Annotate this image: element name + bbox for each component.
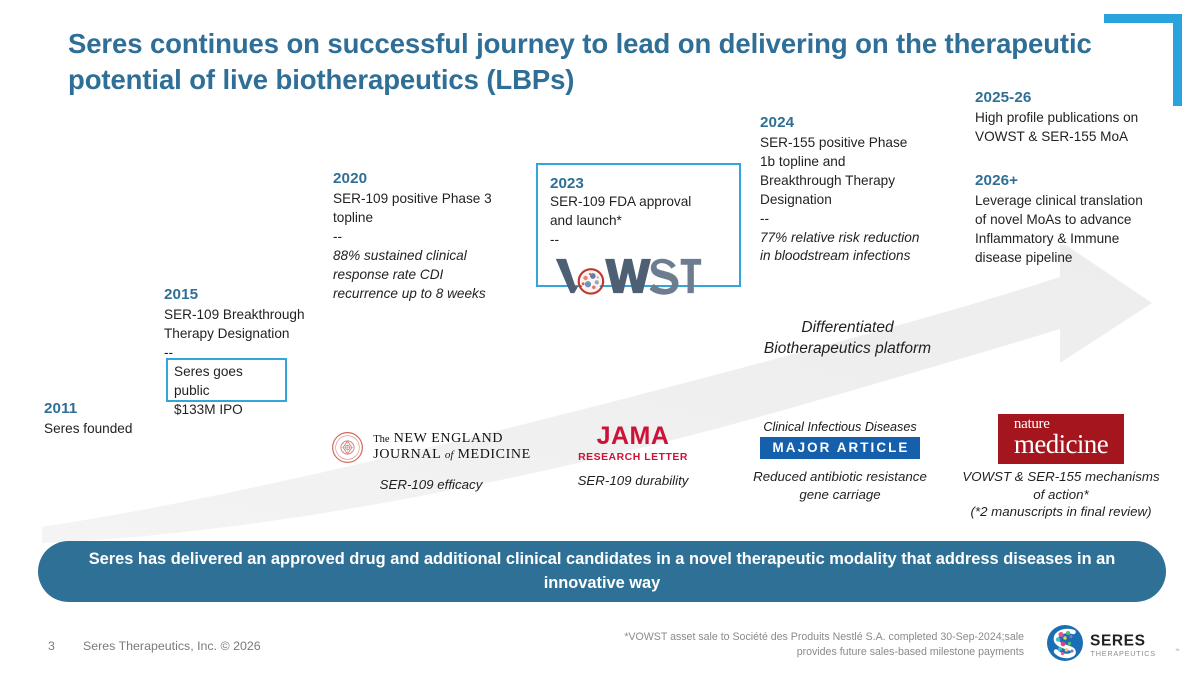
milestone-line: Designation xyxy=(760,191,832,207)
milestone-line: SER-155 positive Phase xyxy=(760,135,908,151)
milestone-line: Breakthrough Therapy xyxy=(760,172,896,188)
platform-label-line1: Differentiated xyxy=(801,319,894,336)
milestone-2025-26: 2025-26 High profile publications on VOW… xyxy=(975,87,1175,147)
milestone-year: 2025-26 xyxy=(975,89,1032,106)
nejm-logo: The The NEW ENGLANDNEW ENGLAND JOURNAL o… xyxy=(315,424,547,470)
milestone-year: 2011 xyxy=(44,400,78,417)
bracket-vertical-bar xyxy=(1173,14,1182,106)
milestone-2024: 2024 SER-155 positive Phase 1b topline a… xyxy=(760,112,950,266)
milestone-line: disease pipeline xyxy=(975,249,1073,265)
milestone-line: topline xyxy=(333,210,374,226)
page-number: 3 xyxy=(48,639,55,653)
milestone-2023: 2023 SER-109 FDA approval and launch* -- xyxy=(536,163,741,295)
milestone-line: High profile publications on xyxy=(975,110,1139,126)
medicine-wordmark: medicine xyxy=(1013,429,1109,460)
jama-wordmark: JAMA xyxy=(596,421,670,450)
publication-nejm: The The NEW ENGLANDNEW ENGLAND JOURNAL o… xyxy=(315,424,547,494)
publication-caption: VOWST & SER-155 mechanisms of action* (*… xyxy=(950,468,1172,521)
callout-line: Seres goes public xyxy=(174,364,243,398)
milestone-line: Seres founded xyxy=(44,421,133,437)
milestone-2015: 2015 SER-109 Breakthrough Therapy Design… xyxy=(164,284,336,363)
milestone-detail-line: recurrence up to 8 weeks xyxy=(333,285,486,301)
callout-line: $133M IPO xyxy=(174,401,243,417)
milestone-2020: 2020 SER-109 positive Phase 3 topline --… xyxy=(333,168,523,303)
caption-line: VOWST & SER-155 mechanisms xyxy=(962,469,1160,484)
seres-wordmark: SERES xyxy=(1090,633,1146,650)
timeline-arrow-graphic xyxy=(42,245,1152,543)
publication-caption: Reduced antibiotic resistance gene carri… xyxy=(742,468,938,503)
milestone-detail-line: 77% relative risk reduction xyxy=(760,229,920,245)
platform-label-line2: Biotherapeutics platform xyxy=(763,340,932,358)
jama-subtitle: RESEARCH LETTER xyxy=(578,451,688,463)
milestone-year: 2015 xyxy=(164,286,199,303)
caption-line: (*2 manuscripts in final review) xyxy=(970,504,1152,520)
seres-tagline: THERAPEUTICS xyxy=(1091,649,1156,658)
nature-wordmark: nature xyxy=(1013,416,1050,433)
publication-caption: SER-109 durability xyxy=(577,473,689,488)
milestone-line: of novel MoAs to advance xyxy=(975,212,1132,228)
nejm-name-line2: JOURNAL of MEDICINE xyxy=(373,447,531,462)
milestone-year: 2026+ xyxy=(975,172,1019,189)
milestone-line: and launch* xyxy=(550,212,622,228)
jama-logo: JAMA RESEARCH LETTER xyxy=(560,420,706,466)
milestone-separator: -- xyxy=(164,344,174,360)
milestone-line: VOWST & SER-155 MoA xyxy=(975,129,1129,145)
cid-journal-name: Clinical Infectious Diseases xyxy=(763,419,917,434)
footnote-text: *VOWST asset sale to Société des Produit… xyxy=(624,631,1024,659)
seres-logo: SERES THERAPEUTICS ™ xyxy=(1047,625,1180,661)
milestone-detail-line: response rate CDI xyxy=(333,266,444,282)
publication-jama: JAMA RESEARCH LETTER SER-109 durability xyxy=(560,420,706,490)
milestone-detail-line: in bloodstream infections xyxy=(760,248,911,264)
nature-medicine-logo: nature medicine xyxy=(950,414,1172,464)
milestone-line: Leverage clinical translation xyxy=(975,193,1143,209)
page-title: Seres continues on successful journey to… xyxy=(68,28,1092,96)
nejm-name-line1: The The NEW ENGLANDNEW ENGLAND xyxy=(373,431,504,447)
callout-box-ipo: Seres goes public $133M IPO xyxy=(166,358,287,417)
summary-banner: Seres has delivered an approved drug and… xyxy=(38,541,1166,602)
milestone-separator: -- xyxy=(760,210,770,226)
milestone-2026-plus: 2026+ Leverage clinical translation of n… xyxy=(975,170,1175,268)
publication-caption: SER-109 efficacy xyxy=(379,477,483,492)
bracket-horizontal-bar xyxy=(1104,14,1178,23)
trademark-symbol: ™ xyxy=(1175,648,1180,653)
copyright-text: Seres Therapeutics, Inc. © 2026 xyxy=(83,639,261,653)
vowst-logo: ™ xyxy=(555,258,702,295)
milestone-2011: 2011 Seres founded xyxy=(44,398,234,439)
publication-cid: Clinical Infectious Diseases MAJOR ARTIC… xyxy=(742,416,938,503)
corner-bracket-decoration xyxy=(1104,14,1182,106)
caption-line: of action* xyxy=(1033,486,1089,502)
svg-text:™: ™ xyxy=(695,261,700,267)
caption-line: gene carriage xyxy=(799,486,881,502)
caption-line: Reduced antibiotic resistance xyxy=(753,469,927,484)
platform-label: Differentiated Biotherapeutics platform xyxy=(730,317,965,360)
milestone-detail-line: 88% sustained clinical xyxy=(333,247,467,263)
milestone-line: 1b topline and xyxy=(760,154,846,170)
milestone-year: 2020 xyxy=(333,170,368,187)
cid-logo: Clinical Infectious Diseases MAJOR ARTIC… xyxy=(742,416,938,462)
milestone-year: 2024 xyxy=(760,114,795,131)
milestone-line: Inflammatory & Immune xyxy=(975,230,1120,246)
milestone-line: SER-109 FDA approval xyxy=(550,194,692,209)
milestone-line: Therapy Designation xyxy=(164,326,290,342)
nejm-seal-icon xyxy=(332,431,364,463)
milestone-year: 2023 xyxy=(550,175,584,192)
milestone-line: SER-109 positive Phase 3 xyxy=(333,191,492,207)
cid-major-article-badge: MAJOR ARTICLE xyxy=(759,436,921,459)
milestone-line: SER-109 Breakthrough xyxy=(164,307,305,323)
seres-mark-icon xyxy=(1047,625,1083,661)
milestone-separator: -- xyxy=(333,228,343,244)
publication-nature-medicine: nature medicine VOWST & SER-155 mechanis… xyxy=(950,414,1172,521)
milestone-separator: -- xyxy=(550,231,560,247)
